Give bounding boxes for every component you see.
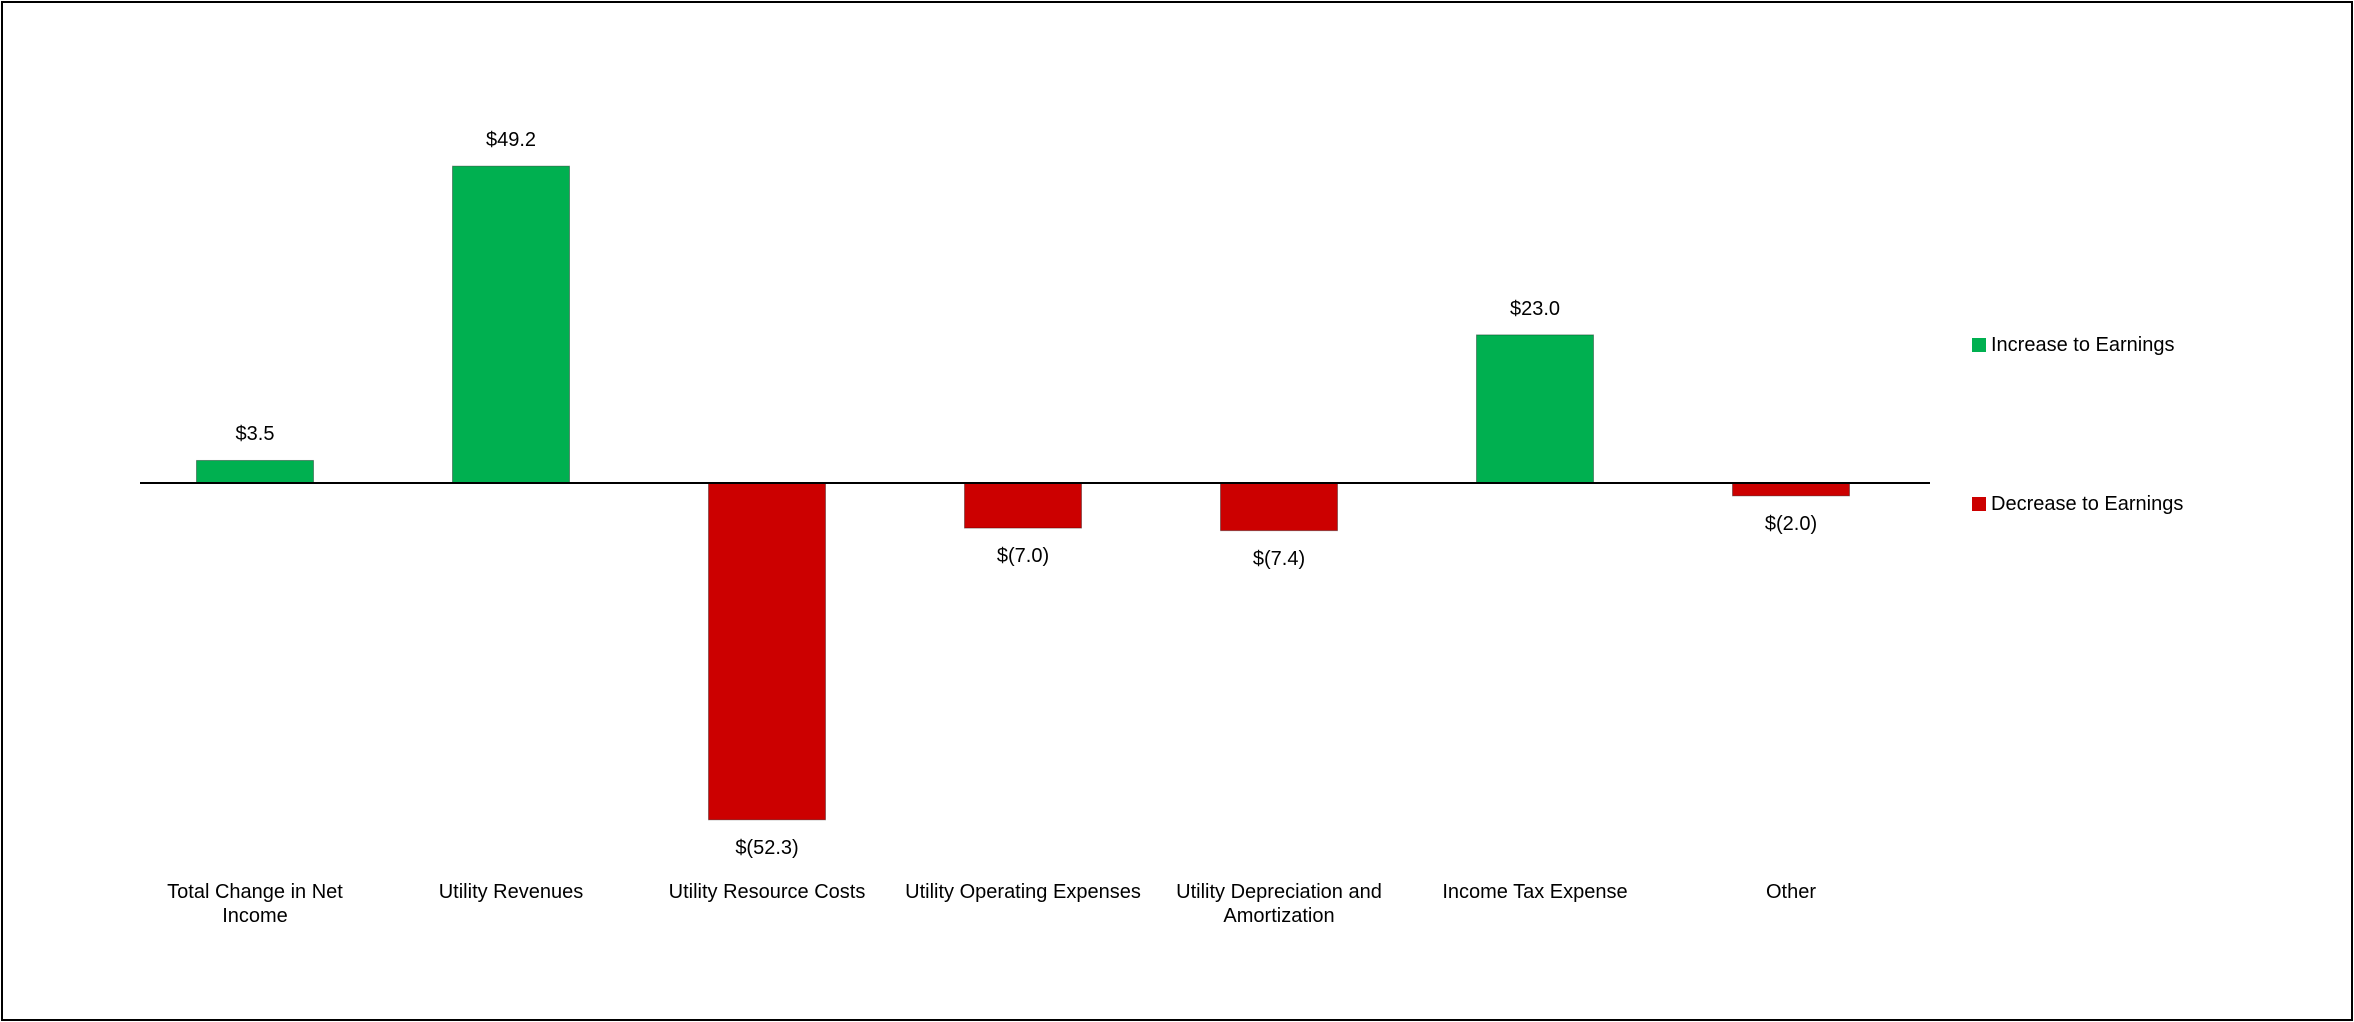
x-tick-label: Income Tax Expense [1442,881,1628,903]
bar [1220,482,1338,532]
legend-swatch [1972,338,1986,352]
x-tick-label: Utility Resource Costs [668,881,866,903]
bar [964,482,1082,529]
value-label: $49.2 [485,129,537,152]
value-label: $23.0 [1509,297,1561,320]
legend-label: Decrease to Earnings [1991,493,2184,515]
bar [708,482,826,821]
bar [196,459,314,484]
x-tick-label: Other [1765,881,1817,903]
bar [1732,482,1850,497]
value-label: $(52.3) [735,836,799,859]
x-tick-label: Total Change in Net Income [167,881,343,927]
value-label: $(7.4) [1252,547,1306,570]
value-label: $(7.0) [996,545,1050,568]
bar [1476,334,1594,484]
legend-label: Increase to Earnings [1991,334,2175,356]
value-label: $(2.0) [1764,512,1818,535]
x-tick-label: Utility Operating Expenses [905,881,1141,903]
x-tick-label: Utility Depreciation and Amortization [1176,881,1382,927]
legend-swatch [1972,497,1986,511]
x-tick-label: Utility Revenues [438,881,584,903]
value-label: $3.5 [235,423,275,446]
bar [452,165,570,484]
